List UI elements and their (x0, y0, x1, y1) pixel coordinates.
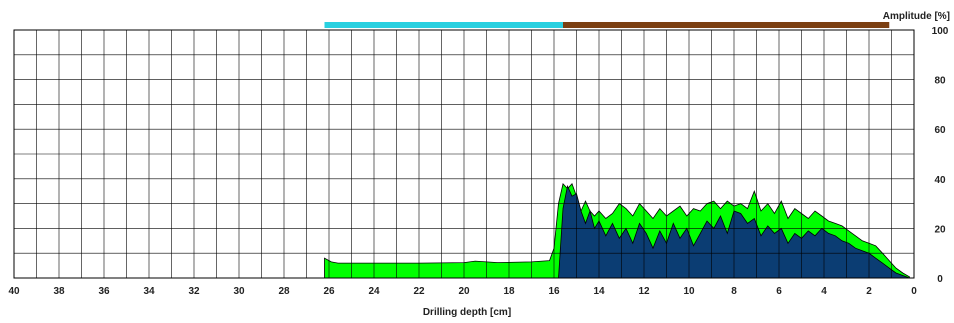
x-tick-label: 2 (866, 286, 872, 297)
x-tick-label: 10 (683, 286, 695, 297)
x-tick-label: 36 (98, 286, 110, 297)
x-tick-label: 20 (458, 286, 470, 297)
x-axis-title: Drilling depth [cm] (423, 307, 511, 318)
y-axis-title: Amplitude [%] (883, 11, 950, 22)
plot-frame (13, 29, 915, 279)
top-band-1 (324, 22, 563, 28)
x-tick-label: 14 (593, 286, 605, 297)
x-tick-label: 8 (731, 286, 737, 297)
x-tick-label: 22 (413, 286, 425, 297)
data-areas (324, 182, 910, 279)
x-tick-labels: 40 38 36 34 32 30 28 26 24 22 20 18 16 14 12 10 8 6 4 2 0 (8, 286, 917, 297)
y-tick-labels: 0 20 40 60 80 100 (932, 26, 949, 285)
x-tick-label: 28 (278, 286, 290, 297)
y-tick-label: 0 (937, 274, 943, 285)
x-tick-label: 12 (638, 286, 650, 297)
top-bands (324, 22, 890, 28)
x-tick-label: 26 (323, 286, 335, 297)
x-tick-label: 0 (911, 286, 917, 297)
x-tick-label: 24 (368, 286, 380, 297)
y-tick-label: 20 (934, 224, 946, 235)
x-tick-label: 32 (188, 286, 200, 297)
x-tick-label: 30 (233, 286, 245, 297)
y-tick-label: 100 (932, 26, 949, 37)
grid-lines (13, 29, 915, 279)
top-band-2 (563, 22, 890, 28)
x-tick-label: 6 (776, 286, 782, 297)
y-tick-label: 40 (934, 175, 946, 186)
x-tick-label: 18 (503, 286, 515, 297)
x-tick-label: 40 (8, 286, 20, 297)
x-tick-label: 34 (143, 286, 155, 297)
y-tick-label: 60 (934, 125, 946, 136)
x-tick-label: 38 (53, 286, 65, 297)
x-tick-label: 16 (548, 286, 560, 297)
y-tick-label: 80 (934, 76, 946, 87)
x-tick-label: 4 (821, 286, 827, 297)
